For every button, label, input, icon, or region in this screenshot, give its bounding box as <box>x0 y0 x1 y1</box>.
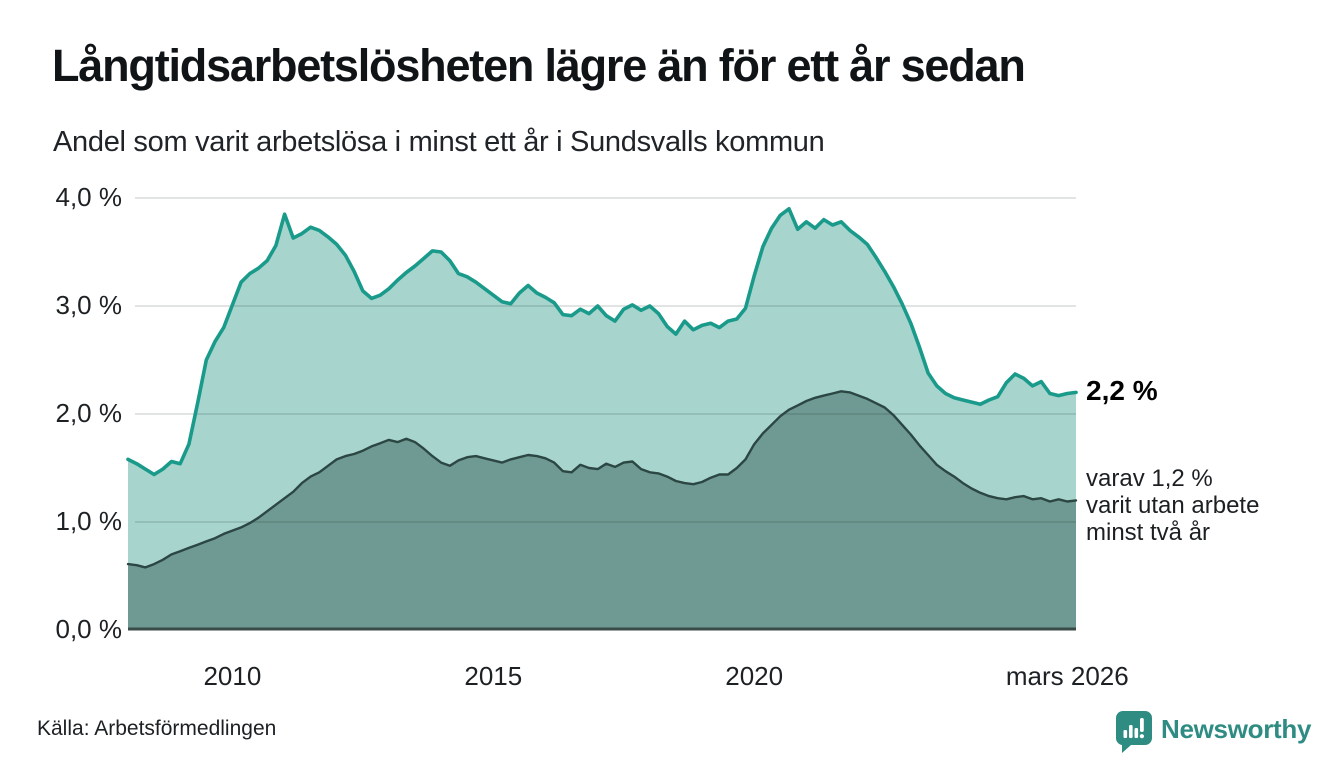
line-series-1 <box>126 207 1078 477</box>
y-tick-label: 4,0 % <box>55 182 123 212</box>
x-tick-label: 2020 <box>725 661 784 691</box>
y-tick-label: 3,0 % <box>55 290 123 320</box>
newsworthy-logo: Newsworthy <box>1114 709 1311 755</box>
x-tick-label: mars 2026 <box>1005 661 1129 691</box>
chart-title: Långtidsarbetslösheten lägre än för ett … <box>52 40 1026 91</box>
series-end-label-two-years: varav 1,2 % varit utan arbete minst två … <box>1086 465 1259 546</box>
newsworthy-wordmark: Newsworthy <box>1161 714 1312 744</box>
y-tick-label: 1,0 % <box>55 506 123 536</box>
area-fill-series-2 <box>128 391 1076 630</box>
annotation-line: minst två år <box>1086 519 1211 547</box>
series-end-label-one-year: 2,2 % <box>1086 375 1158 407</box>
newsworthy-bubble-chart-icon <box>1115 711 1152 753</box>
line-series-2 <box>126 390 1078 569</box>
source-credit: Källa: Arbetsförmedlingen <box>37 717 277 740</box>
y-tick-label: 2,0 % <box>55 398 123 428</box>
y-tick-label: 0,0 % <box>55 614 123 644</box>
annotation-line: varav 1,2 % <box>1086 465 1213 493</box>
x-tick-label: 2015 <box>464 661 523 691</box>
x-tick-label: 2010 <box>203 661 262 691</box>
chart-subtitle: Andel som varit arbetslösa i minst ett å… <box>53 126 825 158</box>
annotation-line: varit utan arbete <box>1086 492 1260 520</box>
